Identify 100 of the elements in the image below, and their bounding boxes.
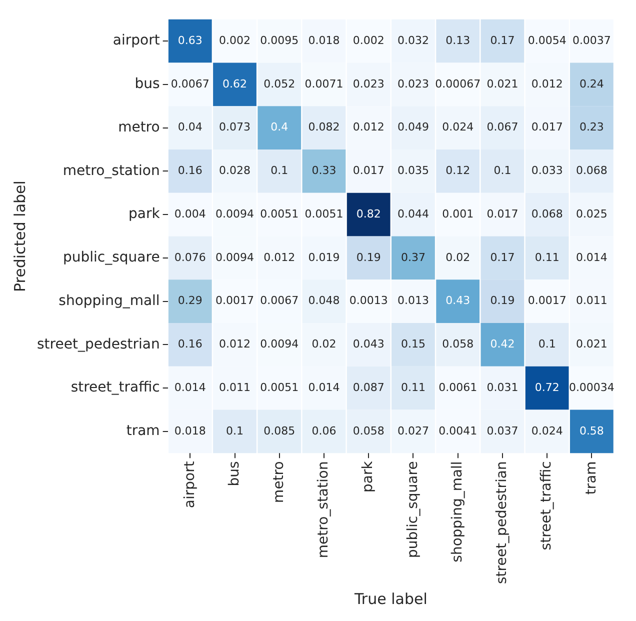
- x-tick-label: shopping_mall: [449, 461, 466, 562]
- data-label: 0.002: [219, 34, 251, 47]
- data-label: 0.027: [397, 424, 429, 438]
- y-tick-label: street_traffic: [70, 380, 160, 396]
- data-label: 0.068: [531, 207, 563, 220]
- data-label: 0.021: [576, 338, 608, 351]
- data-label: 0.29: [178, 294, 202, 308]
- x-tick-label: metro: [271, 461, 288, 503]
- y-axis-title: Predicted label: [10, 180, 29, 292]
- data-label: 0.0017: [216, 294, 254, 308]
- data-label: 0.13: [446, 34, 470, 47]
- data-label: 0.00067: [435, 77, 481, 90]
- data-label: 0.4: [270, 120, 288, 134]
- data-label: 0.023: [397, 77, 429, 90]
- data-label: 0.63: [178, 34, 202, 47]
- data-label: 0.012: [219, 338, 251, 351]
- data-label: 0.43: [446, 294, 470, 308]
- data-label: 0.067: [486, 120, 518, 134]
- y-tick-label: metro_station: [62, 162, 160, 179]
- y-tick-label: park: [128, 206, 161, 222]
- y-tick-label: public_square: [63, 250, 160, 266]
- data-label: 0.014: [308, 380, 340, 394]
- data-label: 0.0051: [304, 207, 344, 220]
- data-label: 0.16: [178, 338, 202, 351]
- data-label: 0.021: [486, 77, 518, 90]
- data-label: 0.82: [356, 207, 381, 220]
- data-label: 0.0037: [572, 34, 611, 47]
- data-label: 0.011: [576, 294, 608, 308]
- data-label: 0.033: [531, 164, 563, 178]
- data-label: 0.019: [308, 250, 340, 264]
- data-label: 0.0013: [349, 294, 388, 308]
- data-label: 0.031: [486, 380, 518, 394]
- data-label: 0.044: [397, 207, 429, 220]
- data-label: 0.013: [397, 294, 429, 308]
- y-tick-label: metro: [118, 119, 160, 136]
- data-label: 0.0051: [260, 380, 299, 394]
- x-tick-label: tram: [583, 461, 600, 495]
- data-label: 0.42: [490, 338, 515, 351]
- data-label: 0.00034: [568, 380, 614, 394]
- data-label: 0.024: [531, 424, 563, 438]
- data-label: 0.058: [352, 424, 384, 438]
- data-label: 0.023: [352, 77, 384, 90]
- data-label: 0.0017: [528, 294, 566, 308]
- data-label: 0.048: [308, 294, 340, 308]
- data-label: 0.04: [178, 120, 202, 134]
- y-tick-label: shopping_mall: [58, 292, 160, 309]
- data-label: 0.024: [442, 120, 474, 134]
- data-label: 0.004: [174, 207, 206, 220]
- data-label: 0.58: [579, 424, 604, 438]
- data-label: 0.19: [490, 294, 515, 308]
- x-tick-label: street_traffic: [538, 461, 555, 550]
- data-label: 0.012: [531, 77, 563, 90]
- data-label: 0.014: [576, 250, 608, 264]
- y-tick-label: tram: [126, 423, 160, 440]
- x-tick-label: park: [360, 460, 376, 493]
- data-label: 0.17: [490, 250, 515, 264]
- data-label: 0.017: [352, 164, 384, 178]
- x-tick-label: bus: [226, 461, 242, 486]
- data-label: 0.11: [400, 380, 426, 394]
- data-label: 0.076: [174, 250, 206, 264]
- data-label: 0.014: [174, 380, 206, 394]
- x-tick-label: airport: [182, 460, 198, 508]
- data-label: 0.012: [264, 250, 296, 264]
- data-label: 0.043: [352, 338, 384, 351]
- data-label: 0.052: [264, 77, 296, 90]
- x-tick-label: metro_station: [316, 461, 332, 558]
- y-tick-label: bus: [134, 76, 160, 92]
- data-label: 0.0094: [260, 338, 299, 351]
- data-label: 0.017: [531, 120, 563, 134]
- data-label: 0.018: [308, 34, 340, 47]
- data-label: 0.011: [219, 380, 251, 394]
- data-label: 0.72: [534, 380, 560, 394]
- data-label: 0.24: [579, 77, 604, 90]
- data-label: 0.12: [446, 164, 470, 178]
- y-tick-label: airport: [112, 32, 160, 49]
- data-label: 0.02: [312, 338, 336, 351]
- data-label: 0.17: [490, 34, 515, 47]
- data-label: 0.073: [219, 120, 251, 134]
- data-label: 0.025: [576, 207, 608, 220]
- data-label: 0.0071: [304, 77, 344, 90]
- data-label: 0.1: [226, 424, 244, 438]
- x-tick-label: public_square: [404, 461, 421, 558]
- data-label: 0.19: [356, 250, 381, 264]
- data-label: 0.0095: [260, 34, 299, 47]
- data-label: 0.0051: [260, 207, 299, 220]
- data-label: 0.035: [397, 164, 429, 178]
- data-label: 0.085: [264, 424, 296, 438]
- data-label: 0.087: [352, 380, 384, 394]
- data-label: 0.037: [486, 424, 518, 438]
- x-axis-title: True label: [353, 590, 428, 608]
- data-label: 0.018: [174, 424, 206, 438]
- data-label: 0.0094: [216, 250, 254, 264]
- data-label: 0.001: [442, 207, 474, 220]
- data-label: 0.0054: [528, 34, 566, 47]
- data-label: 0.1: [270, 164, 288, 178]
- data-label: 0.23: [579, 120, 604, 134]
- data-label: 0.058: [442, 338, 474, 351]
- data-label: 0.028: [219, 164, 251, 178]
- data-label: 0.02: [446, 250, 470, 264]
- x-tick-label: street_pedestrian: [494, 461, 510, 584]
